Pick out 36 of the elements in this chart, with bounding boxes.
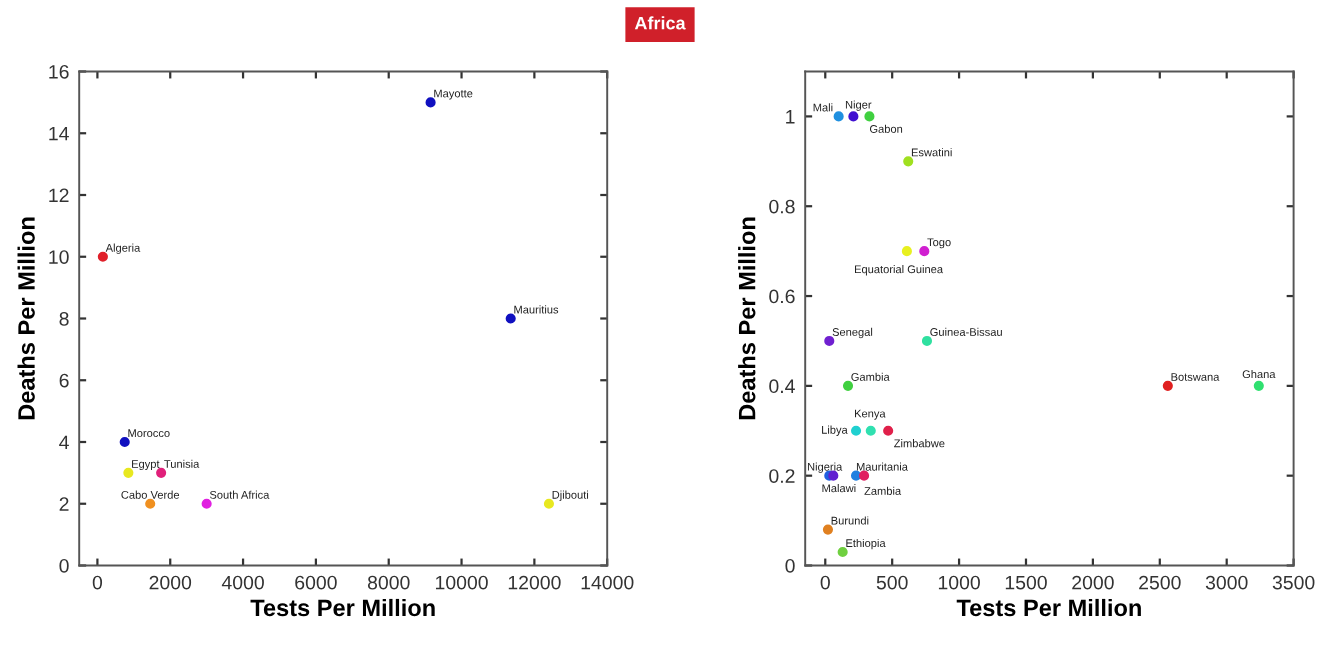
x-tick-label: 500 bbox=[876, 575, 908, 590]
x-tick-label: 12000 bbox=[508, 575, 561, 590]
y-tick-label: 12 bbox=[49, 188, 69, 203]
x-tick-label: 10000 bbox=[436, 575, 488, 590]
x-tick-label: 0 bbox=[820, 575, 830, 590]
y-tick-label: 16 bbox=[49, 64, 69, 79]
y-tick-label: 0.4 bbox=[769, 379, 795, 394]
x-tick-label: 1500 bbox=[1005, 575, 1047, 590]
x-axis-title: Tests Per Million bbox=[250, 598, 435, 617]
x-axis-title: Tests Per Million bbox=[956, 598, 1141, 617]
x-tick-label: 3000 bbox=[1205, 575, 1248, 590]
y-axis-title: Deaths Per Million bbox=[738, 217, 756, 420]
x-tick-label: 2500 bbox=[1139, 575, 1181, 590]
y-tick-label: 8 bbox=[59, 311, 69, 326]
x-tick-label: 0 bbox=[92, 575, 103, 590]
x-tick-label: 14000 bbox=[581, 575, 634, 590]
y-tick-label: 0.2 bbox=[769, 469, 795, 483]
y-tick-label: 10 bbox=[49, 250, 69, 264]
y-tick-label: 0 bbox=[785, 558, 795, 573]
text: Africa bbox=[634, 16, 686, 30]
y-tick-label: 2 bbox=[59, 497, 69, 511]
x-tick-label: 2000 bbox=[149, 575, 192, 590]
y-tick-label: 1 bbox=[786, 110, 795, 124]
y-tick-label: 0 bbox=[59, 558, 69, 573]
y-tick-label: 0.6 bbox=[769, 289, 795, 304]
y-tick-label: 14 bbox=[49, 126, 69, 141]
x-tick-label: 2000 bbox=[1072, 575, 1114, 590]
y-axis-title: Deaths Per Million bbox=[17, 217, 35, 420]
x-tick-label: 6000 bbox=[295, 575, 337, 590]
y-tick-label: 6 bbox=[59, 373, 69, 388]
y-tick-label: 0.8 bbox=[769, 199, 795, 214]
x-tick-label: 4000 bbox=[221, 575, 264, 590]
x-tick-label: 8000 bbox=[367, 575, 410, 590]
x-tick-label: 3500 bbox=[1272, 575, 1315, 590]
y-tick-label: 4 bbox=[59, 435, 69, 450]
x-tick-label: 1000 bbox=[938, 575, 980, 590]
